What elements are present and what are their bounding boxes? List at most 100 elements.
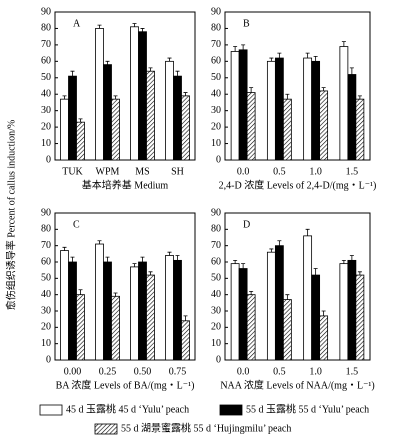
bar (68, 75, 77, 161)
y-tick-label: 0 (216, 354, 221, 365)
error-bar (277, 52, 282, 59)
error-bar (105, 60, 110, 65)
bar (130, 266, 139, 361)
error-bar (241, 263, 246, 269)
error-bar (285, 93, 290, 100)
error-bar (183, 315, 188, 321)
error-bar (305, 52, 310, 59)
error-bar (277, 240, 282, 246)
bar (130, 26, 139, 161)
error-bar (321, 87, 326, 91)
bar (173, 259, 182, 361)
bar (246, 92, 256, 161)
bar (319, 315, 329, 361)
x-tick-label: 0.0 (237, 166, 250, 177)
bar (173, 75, 182, 161)
bar (266, 251, 276, 361)
y-tick-label: 20 (211, 121, 221, 132)
y-tick-label: 30 (41, 105, 51, 116)
error-bar (140, 28, 145, 32)
error-bar (62, 246, 67, 251)
x-tick-label: 0.5 (273, 366, 286, 377)
y-tick-label: 70 (211, 39, 221, 50)
plot-frame (224, 11, 371, 161)
bar (103, 64, 112, 161)
y-tick-label: 80 (41, 224, 51, 235)
error-bar (132, 23, 137, 27)
error-bar (97, 24, 102, 29)
y-tick-label: 40 (41, 289, 51, 300)
bar (311, 60, 321, 161)
bar (303, 235, 313, 361)
x-tick-label: 1.5 (346, 366, 359, 377)
bar (311, 274, 321, 361)
y-tick-label: 90 (211, 207, 221, 218)
legend-swatch (39, 404, 63, 416)
bar (165, 60, 174, 161)
x-tick-label: 0.5 (273, 166, 286, 177)
error-bar (341, 259, 346, 264)
bar (274, 57, 284, 161)
error-bar (233, 259, 238, 264)
y-tick-label: 80 (211, 224, 221, 235)
error-bar (313, 56, 318, 62)
error-bar (113, 292, 118, 297)
error-bar (313, 268, 318, 276)
y-axis-label: 愈伤组织诱导率 Percent of callus induction/% (4, 120, 17, 311)
bar (238, 268, 248, 361)
y-tick-label: 60 (41, 256, 51, 267)
error-bar (140, 256, 145, 262)
error-bar (132, 263, 137, 267)
bar (111, 98, 120, 161)
x-tick-label: SH (171, 166, 184, 177)
y-tick-label: 60 (41, 56, 51, 67)
y-tick-label: 20 (211, 322, 221, 333)
bar (76, 294, 85, 361)
bar (60, 250, 69, 361)
x-tick-label: 0.0 (237, 366, 250, 377)
x-axis-label: 2,4-D 浓度 Levels of 2,4-D/(mg・L⁻¹) (219, 178, 377, 191)
bar (266, 60, 276, 161)
y-tick-label: 0 (46, 354, 51, 365)
bar (146, 274, 155, 361)
y-tick-label: 30 (211, 305, 221, 316)
bar (347, 259, 357, 361)
error-bar (105, 256, 110, 262)
panel-label: C (73, 219, 80, 230)
y-tick-label: 40 (211, 89, 221, 100)
y-tick-label: 50 (41, 72, 51, 83)
y-tick-label: 90 (211, 6, 221, 17)
bar (339, 263, 349, 361)
x-axis-label: NAA 浓度 Levels of NAA/(mg・L⁻¹) (220, 378, 374, 391)
y-tick-label: 30 (41, 305, 51, 316)
error-bar (321, 310, 326, 316)
x-axis-label: 基本培养基 Medium (82, 178, 169, 191)
panel-label: B (243, 18, 250, 29)
legend-swatch (94, 423, 118, 435)
x-tick-label: 0.75 (169, 366, 187, 377)
y-tick-label: 50 (211, 72, 221, 83)
bar (181, 95, 190, 161)
error-bar (175, 255, 180, 261)
bar (146, 70, 155, 161)
x-tick-label: 1.5 (346, 166, 359, 177)
y-tick-label: 70 (41, 240, 51, 251)
bar (165, 255, 174, 361)
error-bar (269, 57, 274, 62)
bar (95, 28, 104, 161)
bar (282, 299, 292, 361)
x-tick-label: 0.25 (99, 366, 117, 377)
error-bar (78, 118, 83, 123)
panel-label: A (73, 18, 81, 29)
error-bar (305, 228, 310, 236)
bar (282, 98, 292, 161)
x-tick-label: 1.0 (309, 166, 322, 177)
x-tick-label: 1.0 (309, 366, 322, 377)
bar (103, 261, 112, 361)
bar (138, 261, 147, 361)
y-tick-label: 80 (41, 23, 51, 34)
y-tick-label: 10 (211, 338, 221, 349)
y-tick-label: 10 (211, 138, 221, 149)
bar (111, 295, 120, 361)
